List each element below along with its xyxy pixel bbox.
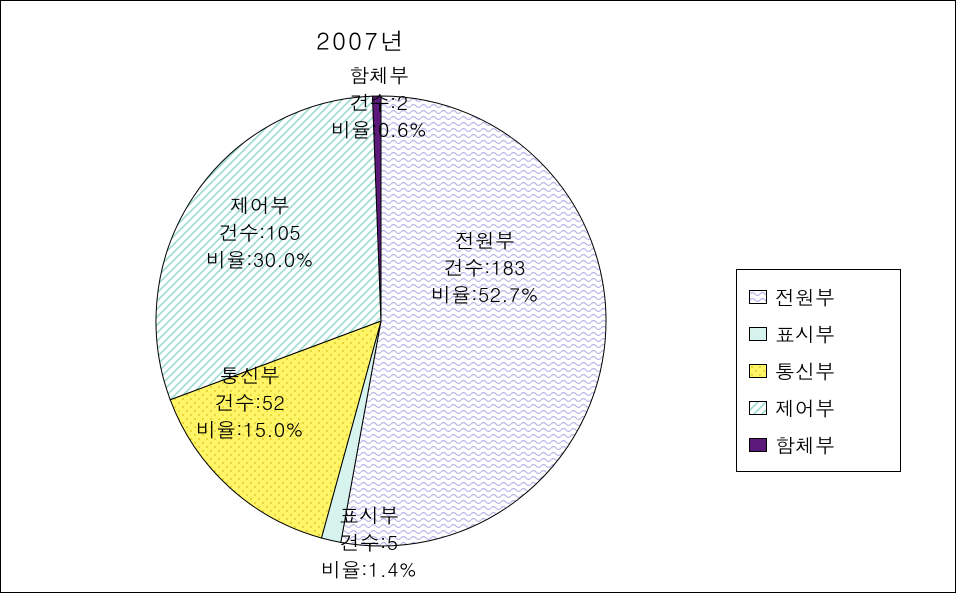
legend-row-2: 통신부 bbox=[749, 356, 888, 385]
data-label-control-line-1: 건수:105 bbox=[206, 218, 314, 245]
legend-row-0: 전원부 bbox=[749, 282, 888, 311]
legend-row-4: 함체부 bbox=[749, 430, 888, 459]
data-label-power-line-0: 전원부 bbox=[431, 226, 539, 253]
data-label-chassis-line-1: 건수:2 bbox=[331, 88, 427, 115]
data-label-power-line-2: 비율:52.7% bbox=[431, 280, 539, 307]
data-label-power-line-1: 건수:183 bbox=[431, 253, 539, 280]
legend-label-1: 표시부 bbox=[775, 319, 835, 348]
data-label-chassis: 함체부건수:2비율:0.6% bbox=[331, 61, 427, 142]
data-label-chassis-line-0: 함체부 bbox=[331, 61, 427, 88]
legend-swatch-2 bbox=[749, 364, 767, 378]
data-label-display-line-0: 표시부 bbox=[321, 501, 417, 528]
data-label-control-line-0: 제어부 bbox=[206, 191, 314, 218]
data-label-comm-line-1: 건수:52 bbox=[196, 388, 304, 415]
legend-label-3: 제어부 bbox=[775, 393, 835, 422]
data-label-power: 전원부건수:183비율:52.7% bbox=[431, 226, 539, 307]
legend-swatch-1 bbox=[749, 327, 767, 341]
data-label-comm: 통신부건수:52비율:15.0% bbox=[196, 361, 304, 442]
data-label-control-line-2: 비율:30.0% bbox=[206, 245, 314, 272]
data-label-display-line-1: 건수:5 bbox=[321, 528, 417, 555]
legend-label-4: 함체부 bbox=[775, 430, 835, 459]
legend: 전원부표시부통신부제어부함체부 bbox=[736, 269, 901, 472]
data-label-display: 표시부건수:5비율:1.4% bbox=[321, 501, 417, 582]
pie-slices bbox=[156, 96, 606, 546]
data-label-comm-line-0: 통신부 bbox=[196, 361, 304, 388]
legend-label-0: 전원부 bbox=[775, 282, 835, 311]
legend-label-2: 통신부 bbox=[775, 356, 835, 385]
data-label-comm-line-2: 비율:15.0% bbox=[196, 415, 304, 442]
data-label-display-line-2: 비율:1.4% bbox=[321, 555, 417, 582]
data-label-chassis-line-2: 비율:0.6% bbox=[331, 115, 427, 142]
chart-frame: 2007년 bbox=[0, 0, 956, 593]
legend-swatch-3 bbox=[749, 401, 767, 415]
legend-swatch-4 bbox=[749, 438, 767, 452]
legend-row-1: 표시부 bbox=[749, 319, 888, 348]
legend-swatch-0 bbox=[749, 290, 767, 304]
legend-row-3: 제어부 bbox=[749, 393, 888, 422]
data-label-control: 제어부건수:105비율:30.0% bbox=[206, 191, 314, 272]
